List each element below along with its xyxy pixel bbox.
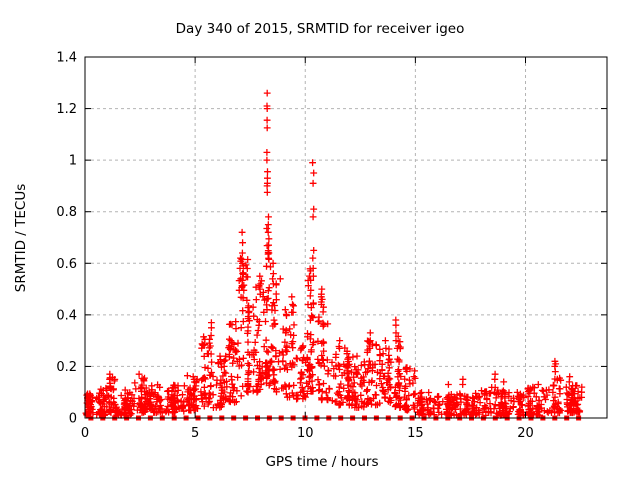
chart-title: Day 340 of 2015, SRMTID for receiver ige… xyxy=(176,21,465,37)
y-tick-label: 1.2 xyxy=(56,102,77,117)
y-tick-label: 0 xyxy=(69,412,77,427)
y-tick-label: 1 xyxy=(69,154,77,169)
plot-border xyxy=(84,56,608,419)
x-tick-label: 0 xyxy=(81,426,89,441)
tick-labels: 0 5 10 15 20 0 0.2 0.4 0.6 0.8 1 1.2 1.4 xyxy=(56,51,533,442)
x-axis-label: GPS time / hours xyxy=(265,454,378,470)
x-tick-label: 10 xyxy=(297,426,314,441)
y-tick-label: 0.2 xyxy=(56,360,77,375)
y-tick-label: 1.4 xyxy=(56,51,77,66)
x-tick-label: 5 xyxy=(191,426,199,441)
data-series-zero-flags xyxy=(88,415,582,421)
data-series-layer xyxy=(82,89,586,421)
y-tick-label: 0.6 xyxy=(56,257,77,272)
plot-frame-and-ticks xyxy=(84,56,608,419)
y-axis-label: SRMTID / TECUs xyxy=(13,184,29,292)
y-tick-label: 0.8 xyxy=(56,205,77,220)
x-tick-label: 20 xyxy=(517,426,534,441)
data-series-srmtid xyxy=(82,89,586,419)
x-tick-label: 15 xyxy=(407,426,424,441)
y-tick-label: 0.4 xyxy=(56,308,77,323)
